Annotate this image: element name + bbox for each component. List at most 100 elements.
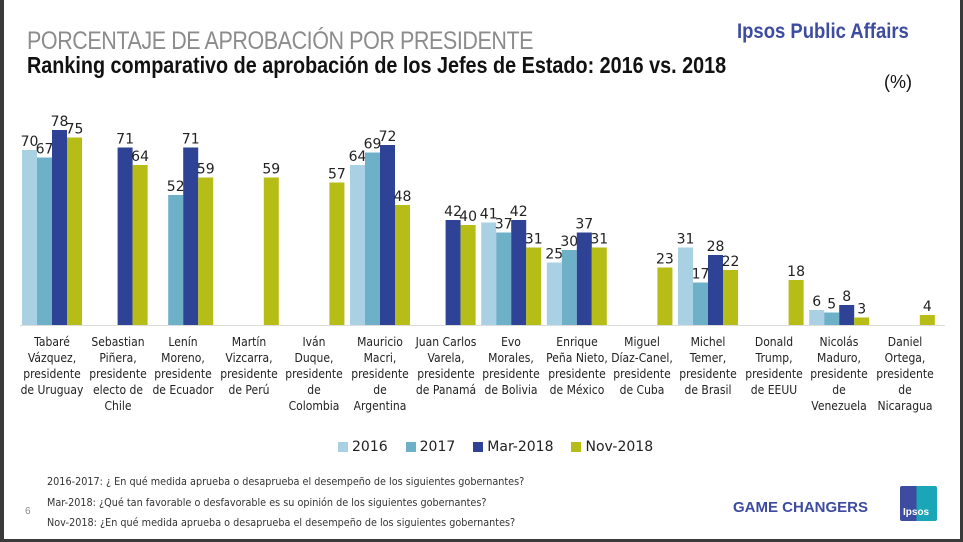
bar-nov-2018-8 (591, 247, 607, 325)
data-label: 3 (857, 302, 866, 318)
data-label: 37 (495, 217, 513, 233)
legend-swatch (338, 442, 348, 452)
data-label: 42 (444, 204, 462, 220)
bar-nov-2018-6 (460, 225, 476, 325)
frame-right-border (960, 0, 963, 542)
chart-title: Ranking comparativo de aprobación de los… (27, 52, 727, 78)
category-label: Donald Trump, presidente de EEUU (744, 335, 803, 397)
bar-mar-2018-6 (445, 220, 461, 325)
category-label: Sebastian Piñera, presidente electo de C… (88, 335, 147, 413)
note-2016-2017: 2016-2017: ¿ En qué medida aprueba o des… (47, 476, 525, 488)
bar-mar-2018-12 (839, 305, 855, 325)
category-label: Michel Temer, presidente de Brasil (679, 335, 737, 397)
data-label: 59 (262, 162, 280, 178)
data-label: 42 (510, 204, 528, 220)
frame-bottom-border (0, 539, 963, 542)
legend-swatch (473, 442, 484, 452)
bar-2016-5 (350, 165, 365, 325)
bar-nov-2018-5 (395, 205, 410, 325)
bar-nov-2018-3 (263, 177, 279, 325)
data-label: 31 (677, 232, 695, 248)
category-label: Martín Vizcarra, presidente de Perú (220, 335, 278, 397)
data-label: 17 (692, 267, 710, 283)
legend-label: 2017 (419, 439, 456, 455)
category-label: Enrique Peña Nieto, presidente de México (545, 335, 608, 397)
bar-2016-0 (22, 150, 37, 325)
unit-label: (%) (884, 72, 912, 92)
data-label: 28 (707, 239, 725, 255)
category-label: Tabaré Vázquez, presidente de Uruguay (20, 335, 84, 397)
data-label: 6 (812, 294, 821, 310)
legend-label: Mar-2018 (487, 439, 554, 455)
data-label: 59 (197, 162, 215, 178)
legend-item-2016: 2016 (338, 439, 388, 455)
frame-left-border (0, 0, 4, 542)
bar-nov-2018-9 (657, 267, 673, 325)
data-label: 5 (827, 297, 836, 313)
bar-2016-12 (809, 310, 825, 325)
category-label: Lenín Moreno, presidente de Ecuador (152, 335, 214, 397)
data-label: 22 (722, 254, 740, 270)
data-label: 78 (51, 114, 69, 130)
data-label: 4 (923, 299, 932, 315)
bar-mar-2018-10 (708, 255, 723, 325)
note-nov-2018: Nov-2018: ¿En qué medida aprueba o desap… (47, 517, 516, 529)
legend-label: Nov-2018 (585, 439, 654, 455)
data-label: 52 (167, 179, 185, 195)
bar-2017-5 (365, 152, 380, 325)
tagline: GAME CHANGERS (733, 499, 869, 516)
note-mar-2018: Mar-2018: ¿Qué tan favorable o desfavora… (47, 497, 487, 509)
legend-item-mar-2018: Mar-2018 (473, 439, 553, 455)
data-label: 18 (787, 264, 805, 280)
data-label: 31 (525, 232, 543, 248)
data-label: 23 (656, 252, 674, 268)
data-label: 40 (459, 209, 477, 225)
logo-text: Ipsos (903, 507, 930, 518)
page-number: 6 (25, 506, 31, 517)
bar-mar-2018-2 (183, 147, 199, 325)
legend-item-2017: 2017 (405, 439, 456, 455)
data-label: 57 (328, 167, 346, 183)
legend-label: 2016 (352, 439, 388, 455)
category-label: Daniel Ortega, presidente de Nicaragua (876, 335, 934, 413)
category-label: Mauricio Macri, presidente de Argentina (351, 335, 409, 413)
legend-swatch (571, 442, 582, 452)
data-label: 31 (590, 232, 608, 248)
chart-supertitle: PORCENTAJE DE APROBACIÓN POR PRESIDENTE (27, 27, 534, 55)
bar-nov-2018-11 (788, 280, 804, 325)
data-label: 71 (182, 132, 200, 148)
bar-mar-2018-1 (117, 147, 133, 325)
legend-swatch (405, 442, 416, 452)
data-label: 75 (66, 122, 84, 138)
bar-nov-2018-2 (198, 177, 214, 325)
legend: 2016 2017 Mar-2018 Nov-2018 (338, 439, 653, 455)
bar-nov-2018-13 (919, 315, 935, 325)
bar-nov-2018-4 (329, 182, 345, 325)
bar-2017-7 (496, 232, 512, 325)
category-label: Iván Duque, presidente de Colombia (285, 335, 344, 413)
bar-nov-2018-7 (526, 247, 542, 325)
bar-2016-7 (481, 222, 497, 325)
data-label: 8 (842, 289, 851, 305)
bar-mar-2018-0 (52, 130, 67, 325)
bar-2017-0 (37, 157, 52, 325)
bar-2016-8 (546, 262, 562, 325)
bar-nov-2018-12 (854, 317, 870, 325)
data-label: 64 (131, 149, 149, 165)
bar-mar-2018-7 (511, 220, 527, 325)
ipsos-logo: Ipsos (900, 486, 937, 521)
data-label: 69 (364, 137, 382, 153)
category-label: Evo Morales, presidente de Bolivia (482, 335, 540, 397)
data-label: 30 (560, 234, 578, 250)
bar-nov-2018-1 (132, 165, 148, 325)
bar-mar-2018-8 (576, 232, 592, 325)
data-label: 67 (36, 142, 54, 158)
bar-2017-12 (824, 312, 840, 325)
legend-item-nov-2018: Nov-2018 (571, 439, 653, 455)
data-label: 71 (116, 132, 134, 148)
data-label: 70 (21, 134, 39, 150)
category-label: Nicolás Maduro, presidente de Venezuela (810, 335, 868, 413)
data-label: 64 (349, 149, 367, 165)
bar-mar-2018-5 (380, 145, 395, 325)
bar-nov-2018-0 (67, 137, 82, 325)
